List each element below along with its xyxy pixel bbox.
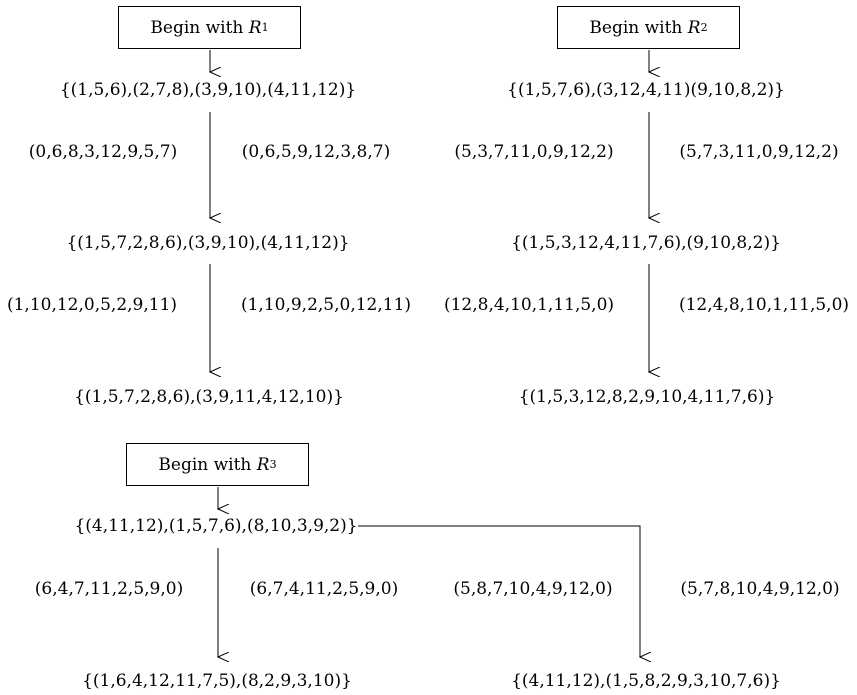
r1-state-1: {(1,5,7,2,8,6),(3,9,10),(4,11,12)} (66, 233, 350, 253)
r3-branch1-right: (6,7,4,11,2,5,9,0) (249, 579, 399, 599)
r3-branch2-result: {(4,11,12),(1,5,8,2,9,3,10,7,6)} (511, 671, 781, 691)
r3-branch2-left: (5,8,7,10,4,9,12,0) (453, 579, 613, 599)
begin-box-r2-var: R (687, 17, 701, 38)
r3-branch1-result: {(1,6,4,12,11,7,5),(8,2,9,3,10)} (82, 671, 352, 691)
arrow-r3-branch2 (358, 525, 640, 657)
r1-step1-left: (0,6,8,3,12,9,5,7) (28, 142, 178, 162)
begin-box-r3-prefix: Begin with (158, 454, 257, 475)
begin-box-r1-prefix: Begin with (150, 17, 249, 38)
r2-state-1: {(1,5,3,12,4,11,7,6),(9,10,8,2)} (511, 233, 781, 253)
r3-branch2-right: (5,7,8,10,4,9,12,0) (680, 579, 840, 599)
begin-box-r2-prefix: Begin with (589, 17, 688, 38)
r1-state-2: {(1,5,7,2,8,6),(3,9,11,4,12,10)} (74, 387, 344, 407)
r2-state-0: {(1,5,7,6),(3,12,4,11)(9,10,8,2)} (507, 80, 785, 100)
r1-step1-right: (0,6,5,9,12,3,8,7) (241, 142, 391, 162)
r3-start-state: {(4,11,12),(1,5,7,6),(8,10,3,9,2)} (74, 516, 358, 536)
begin-box-r1-var: R (248, 17, 262, 38)
begin-box-r1-sub: 1 (261, 21, 269, 34)
begin-box-r3-var: R (256, 454, 270, 475)
r1-step2-right: (1,10,9,2,5,0,12,11) (240, 295, 412, 315)
begin-box-r2-sub: 2 (700, 21, 708, 34)
r1-state-0: {(1,5,6),(2,7,8),(3,9,10),(4,11,12)} (59, 80, 357, 100)
r1-step2-left: (1,10,12,0,5,2,9,11) (6, 295, 178, 315)
r3-branch1-left: (6,4,7,11,2,5,9,0) (34, 579, 184, 599)
r2-step2-right: (12,4,8,10,1,11,5,0) (678, 295, 850, 315)
begin-box-r3-sub: 3 (269, 458, 277, 471)
r2-step2-left: (12,8,4,10,1,11,5,0) (443, 295, 615, 315)
r2-step1-left: (5,3,7,11,0,9,12,2) (454, 142, 614, 162)
r2-state-2: {(1,5,3,12,8,2,9,10,4,11,7,6)} (518, 387, 776, 407)
r2-step1-right: (5,7,3,11,0,9,12,2) (679, 142, 839, 162)
